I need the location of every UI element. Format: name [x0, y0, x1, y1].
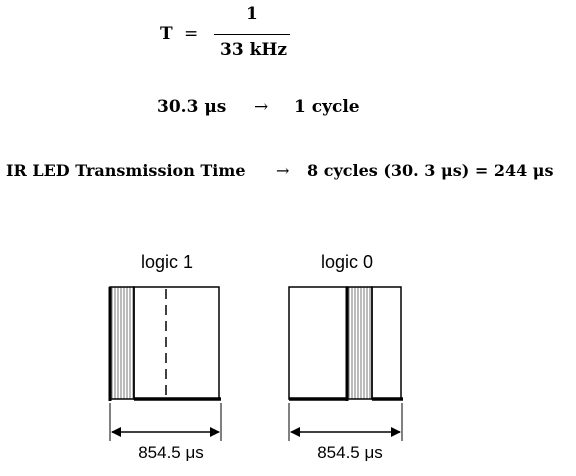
- logic-0-label: logic 0: [321, 252, 373, 272]
- logic-1-diagram: logic 1 854.5 μs: [108, 252, 222, 462]
- fraction-denominator: 33 kHz: [220, 40, 288, 60]
- fraction-numerator: 1: [246, 4, 258, 24]
- logic-1-burst: [109, 286, 135, 400]
- cycle-arrow: →: [254, 97, 269, 117]
- transmission-result: 8 cycles (30. 3 μs) = 244 μs: [307, 161, 554, 180]
- cycle-duration: 30.3 μs: [157, 97, 227, 117]
- equals-sign: =: [184, 24, 199, 44]
- period-symbol: T: [160, 24, 173, 44]
- logic-0-frame-right: [371, 286, 402, 400]
- transmission-label: IR LED Transmission Time: [6, 161, 246, 180]
- transmission-arrow: →: [276, 161, 290, 180]
- logic-0-diagram: logic 0 854.5 μs: [288, 252, 403, 462]
- logic-1-duration: 854.5 μs: [138, 443, 204, 462]
- logic-0-burst: [346, 286, 373, 400]
- logic-1-label: logic 1: [141, 252, 193, 272]
- fraction-bar: [214, 34, 290, 35]
- cycle-result: 1 cycle: [294, 97, 360, 117]
- logic-0-frame-left: [288, 286, 348, 400]
- logic-1-frame: [133, 286, 220, 400]
- logic-0-duration: 854.5 μs: [317, 443, 383, 462]
